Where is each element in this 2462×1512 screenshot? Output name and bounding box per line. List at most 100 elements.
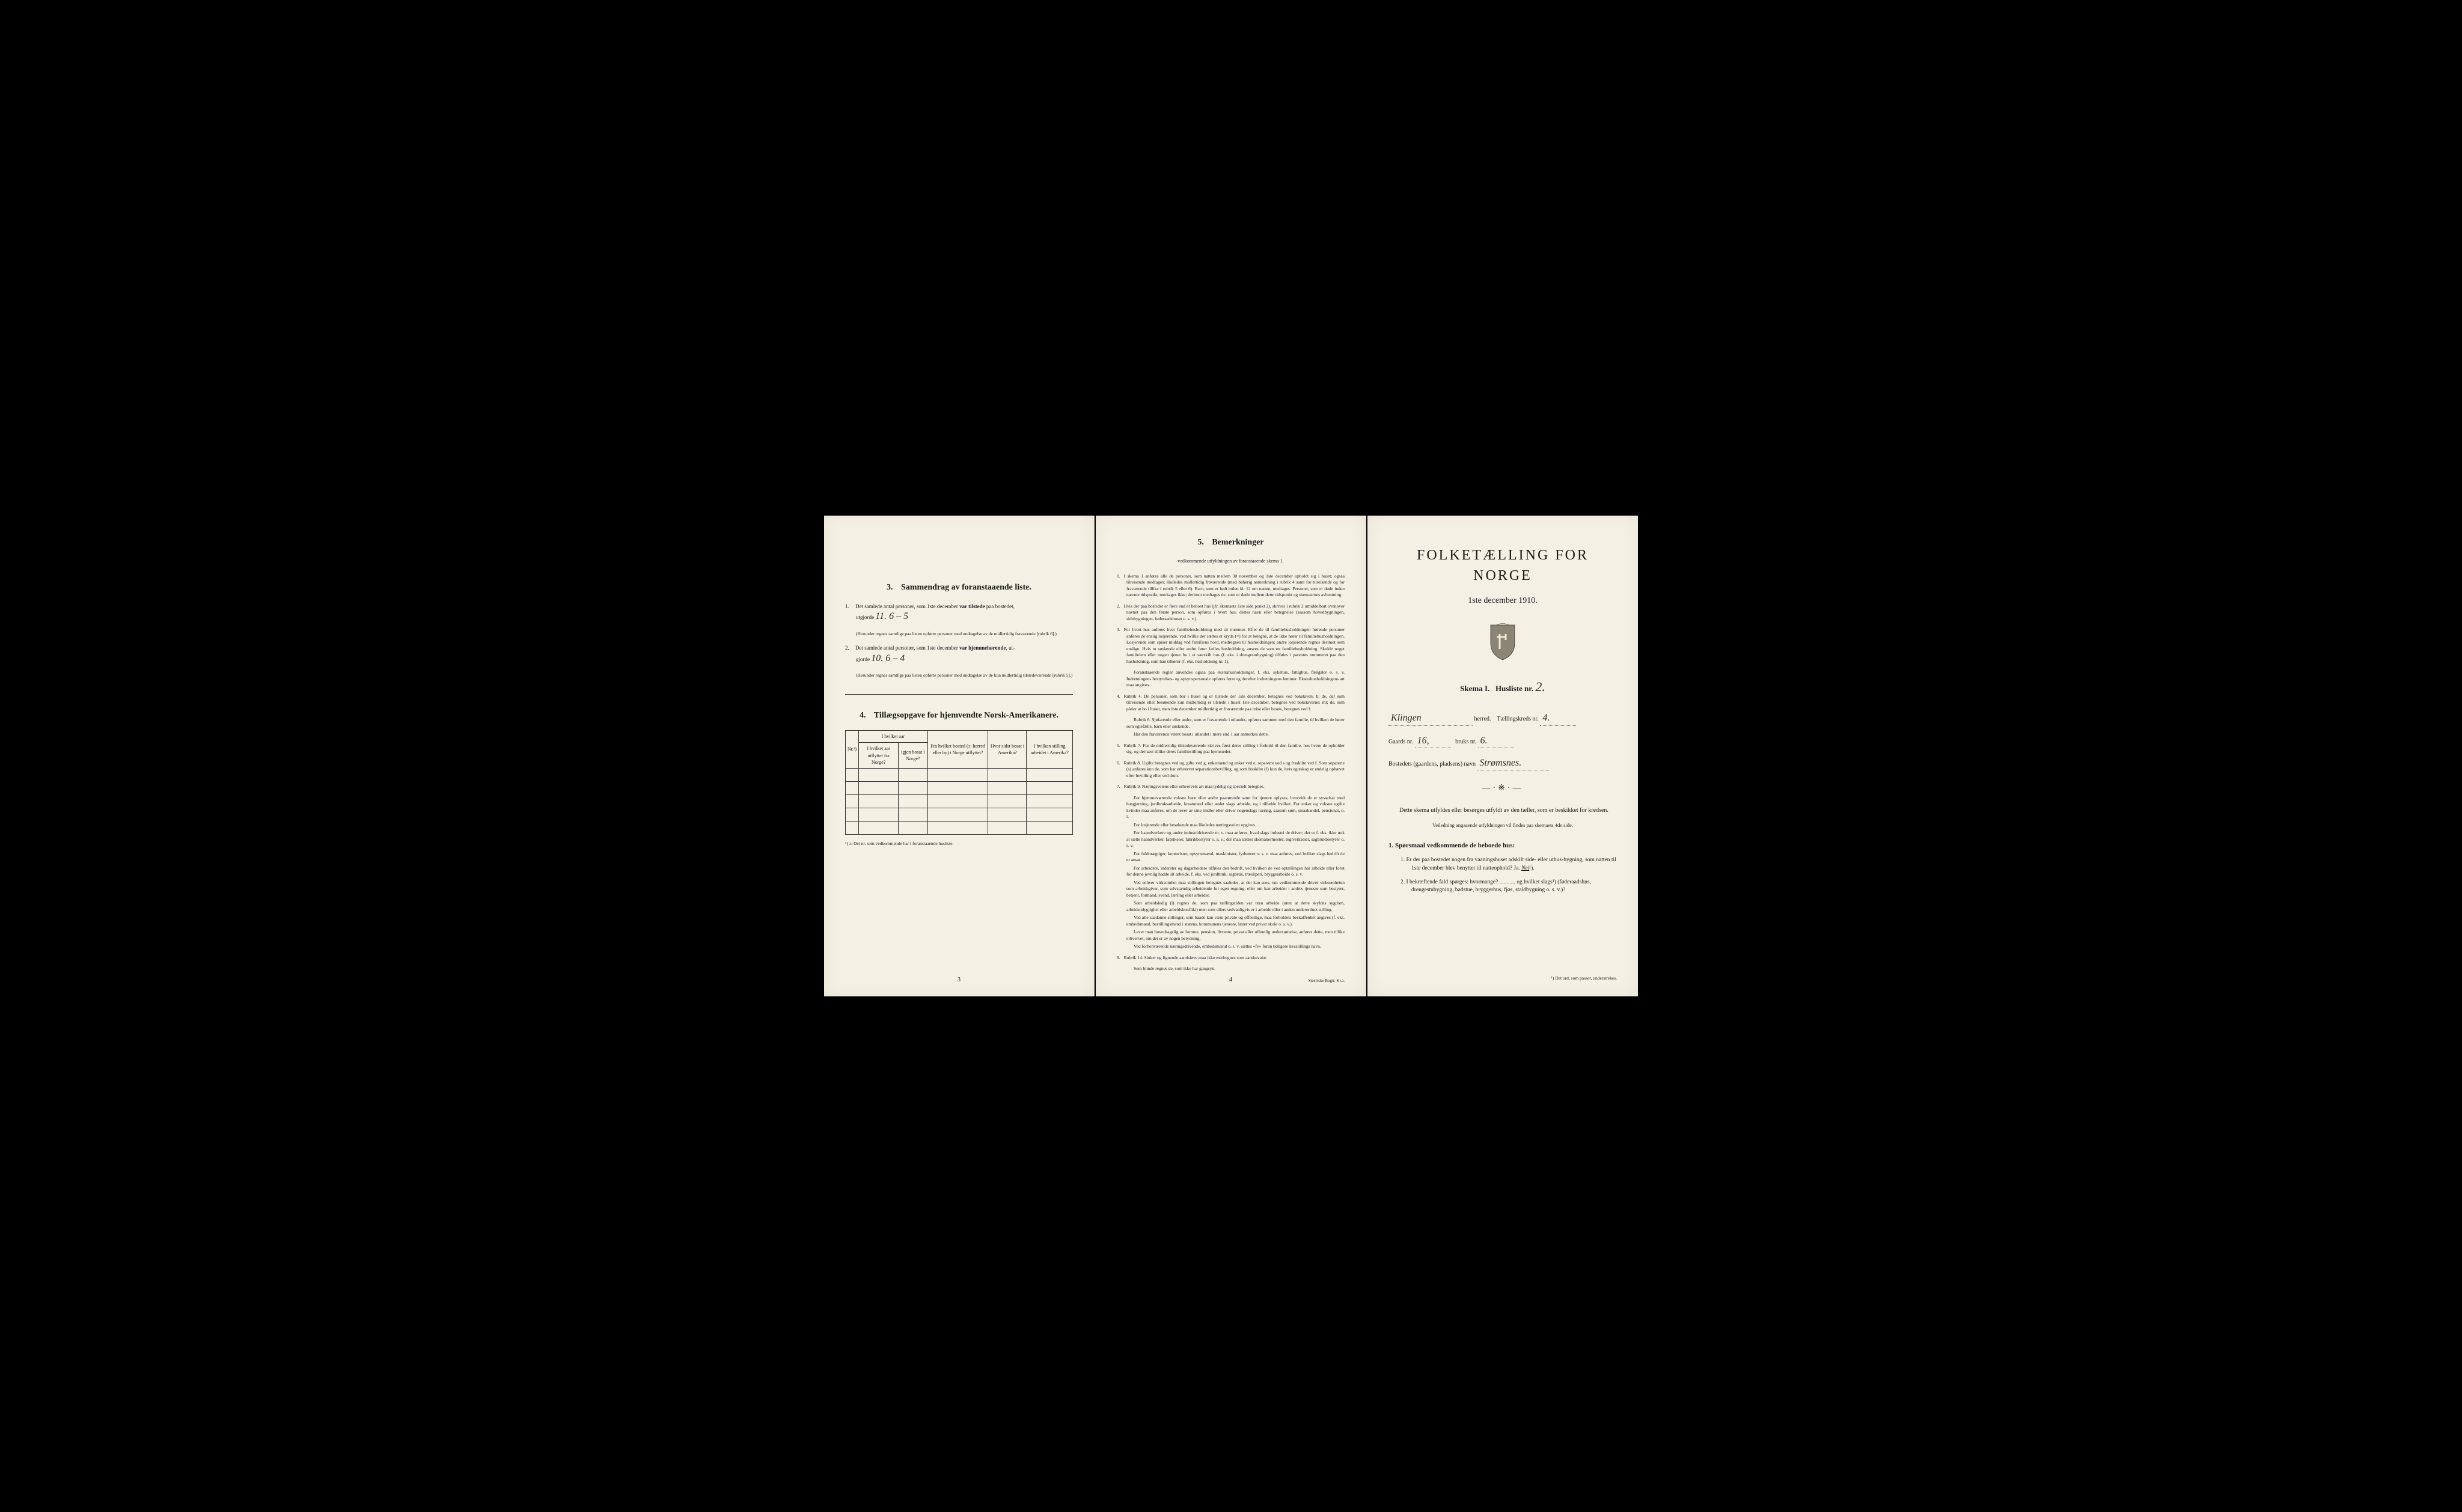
section-5-heading: Bemerkninger <box>1212 538 1263 547</box>
main-title: FOLKETÆLLING FOR NORGE <box>1388 546 1617 586</box>
r2: Hvis der paa bostedet er flere end ét be… <box>1124 603 1345 621</box>
th-nr: Nr.¹) <box>846 731 859 769</box>
gaard-value: 16, <box>1415 734 1451 748</box>
table-row <box>846 794 1073 808</box>
kreds-label: Tællingskreds nr. <box>1497 716 1538 722</box>
guidance-note: Veiledning angaaende utfyldningen vil fi… <box>1388 822 1617 829</box>
sq2-num: 2. <box>1401 879 1405 885</box>
q-header: 1. Spørsmaal vedkommende de beboede hus: <box>1388 841 1617 850</box>
q2-num: 2. <box>845 645 849 651</box>
remark-8: 8.Rubrik 14. Sinker og lignende aandsløv… <box>1117 955 1345 962</box>
table-footnote: ¹) ɔ: Det nr. som vedkommende har i fora… <box>845 841 1073 847</box>
r7k: Ved forhenværende næringsdrivende, embed… <box>1117 943 1345 950</box>
section-3-heading: Sammendrag av foranstaaende liste. <box>901 583 1031 592</box>
r4c: Har den fraværende været bosat i utlande… <box>1117 731 1345 738</box>
q-header-num: 1. <box>1388 842 1393 849</box>
th-amerika: Hvor sidst bosat i Amerika? <box>988 731 1027 769</box>
r7h: Som arbeidsledig (l) regnes de, som paa … <box>1117 900 1345 913</box>
q1-text-b: paa bostedet, <box>985 603 1015 609</box>
table-row <box>846 781 1073 794</box>
supplementary-table: Nr.¹) I hvilket aar Fra hvilket bosted (… <box>845 730 1073 835</box>
q2-text-a: Det samlede antal personer, som 1ste dec… <box>855 645 959 651</box>
r2n: 2. <box>1117 603 1120 609</box>
printer-note: Steen'ske Bogtr. Kr.a. <box>1308 978 1345 984</box>
r8n: 8. <box>1117 955 1120 960</box>
sq1-answer: Nei <box>1521 865 1529 871</box>
page-4: 5. Bemerkninger vedkommende utfyldningen… <box>1096 516 1366 996</box>
r3: For hvert hus anføres hver familiehushol… <box>1124 627 1345 664</box>
schema-line: Skema I. Husliste nr. 2. <box>1388 678 1617 697</box>
r1n: 1. <box>1117 573 1120 579</box>
kreds-value: 4. <box>1540 712 1576 725</box>
q1-num: 1. <box>845 603 849 609</box>
page-3: 3. Sammendrag av foranstaaende liste. 1.… <box>824 516 1095 996</box>
th-igjen: igjen bosat i Norge? <box>899 743 927 769</box>
q1-handwritten: 11. 6 – 5 <box>875 611 908 621</box>
table-row <box>846 768 1073 781</box>
bosted-value: Strømsnes. <box>1477 757 1549 770</box>
q1-text-c: utgjorde <box>856 614 875 620</box>
section-5-title: 5. Bemerkninger <box>1117 537 1345 549</box>
remark-7: 7.Rubrik 9. Næringsveiens eller erhverve… <box>1117 784 1345 790</box>
r7: Rubrik 9. Næringsveiens eller erhvervets… <box>1124 784 1265 789</box>
r7d: For haandverkere og andre industridriven… <box>1117 830 1345 849</box>
sq2-text: I bekræftende fald spørges: hvormange? .… <box>1407 879 1591 893</box>
coat-of-arms-icon <box>1388 622 1617 663</box>
remark-4: 4. Rubrik 4. De personer, som bor i huset… <box>1117 694 1345 713</box>
r6: Rubrik 8. Ugifte betegnes ved ug, gifte … <box>1124 760 1345 778</box>
divider-1 <box>845 694 1073 695</box>
r3b: Foranstaaende regler anvendes ogsaa paa … <box>1117 669 1345 689</box>
ornament-divider: ―·※·― <box>1388 782 1617 794</box>
r7b: For hjemmeværende voksne barn eller andr… <box>1117 795 1345 820</box>
husliste-nr: 2. <box>1535 679 1545 694</box>
date-subtitle: 1ste december 1910. <box>1388 595 1617 607</box>
remark-5: 5. Rubrik 7. For de midlertidig tilstedev… <box>1117 743 1345 755</box>
bosted-line: Bostedets (gaardens, pladsens) navn Strø… <box>1388 757 1617 770</box>
r6n: 6. <box>1117 760 1120 766</box>
r8b: Som blinde regnes de, som ikke har gangs… <box>1117 966 1345 972</box>
q1-fine: (Herunder regnes samtlige paa listen opf… <box>845 631 1073 638</box>
th-aar: I hvilket aar <box>859 731 928 743</box>
q2-bold: var hjemmehørende <box>959 645 1006 651</box>
herred-value: Klingen <box>1388 712 1473 725</box>
q1-bold: var tilstede <box>959 603 985 609</box>
r7c: For losjerende eller besøkende maa likel… <box>1117 822 1345 829</box>
sub-q2: 2. I bekræftende fald spørges: hvormange… <box>1401 879 1617 895</box>
herred-label: herred. <box>1474 716 1491 722</box>
th-stilling: I hvilken stilling arbeidet i Amerika? <box>1027 731 1073 769</box>
th-utflyttet: I hvilket aar utflyttet fra Norge? <box>859 743 899 769</box>
table-row <box>846 808 1073 821</box>
sq1-num: 1. <box>1401 857 1405 863</box>
section-4-num: 4. <box>860 711 866 720</box>
r3n: 3. <box>1117 627 1120 632</box>
remark-6: 6. Rubrik 8. Ugifte betegnes ved ug, gift… <box>1117 760 1345 779</box>
cover-footnote: ¹) Det ord, som passer, understrekes. <box>1551 975 1617 982</box>
document-spread: 3. Sammendrag av foranstaaende liste. 1.… <box>824 516 1638 996</box>
r5: Rubrik 7. For de midlertidig tilstedevær… <box>1124 743 1345 755</box>
summary-q2: 2. Det samlede antal personer, som 1ste … <box>845 644 1073 665</box>
section-4-heading: Tillægsopgave for hjemvendte Norsk-Ameri… <box>874 711 1058 720</box>
gaard-label: Gaards nr. <box>1388 739 1413 745</box>
instruction-text: Dette skema utfyldes eller besørges utfy… <box>1388 806 1617 815</box>
r4: Rubrik 4. De personer, som bor i huset o… <box>1124 694 1345 712</box>
sub-q1: 1. Er der paa bostedet nogen fra vaaning… <box>1401 856 1617 873</box>
remark-3: 3. For hvert hus anføres hver familiehush… <box>1117 627 1345 665</box>
q2-fine: (Herunder regnes samtlige paa listen opf… <box>845 672 1073 679</box>
r7e: For fuldmægtiger, kontorister, opsynsmæn… <box>1117 851 1345 864</box>
bruk-value: 6. <box>1478 734 1514 748</box>
page-1-cover: FOLKETÆLLING FOR NORGE 1ste december 191… <box>1367 516 1638 996</box>
r7j: Lever man hovedsagelig av formue, pensio… <box>1117 929 1345 942</box>
page-number-4: 4 <box>1229 976 1232 984</box>
r4n: 4. <box>1117 694 1120 699</box>
summary-q1: 1. Det samlede antal personer, som 1ste … <box>845 603 1073 624</box>
r1: I skema 1 anføres alle de personer, som … <box>1124 573 1345 598</box>
r5n: 5. <box>1117 743 1120 748</box>
r7i: Ved alle saadanne stillinger, som baade … <box>1117 915 1345 927</box>
sq1-sup: ¹). <box>1529 865 1534 871</box>
sq1-text: Er der paa bostedet nogen fra vaaningshu… <box>1407 857 1616 871</box>
question-block: 1. Spørsmaal vedkommende de beboede hus:… <box>1388 841 1617 895</box>
page-number-3: 3 <box>958 976 961 984</box>
remark-2: 2. Hvis der paa bostedet er flere end ét … <box>1117 603 1345 623</box>
bosted-label: Bostedets (gaardens, pladsens) navn <box>1388 761 1476 767</box>
q-header-text: Spørsmaal vedkommende de beboede hus: <box>1395 842 1515 849</box>
